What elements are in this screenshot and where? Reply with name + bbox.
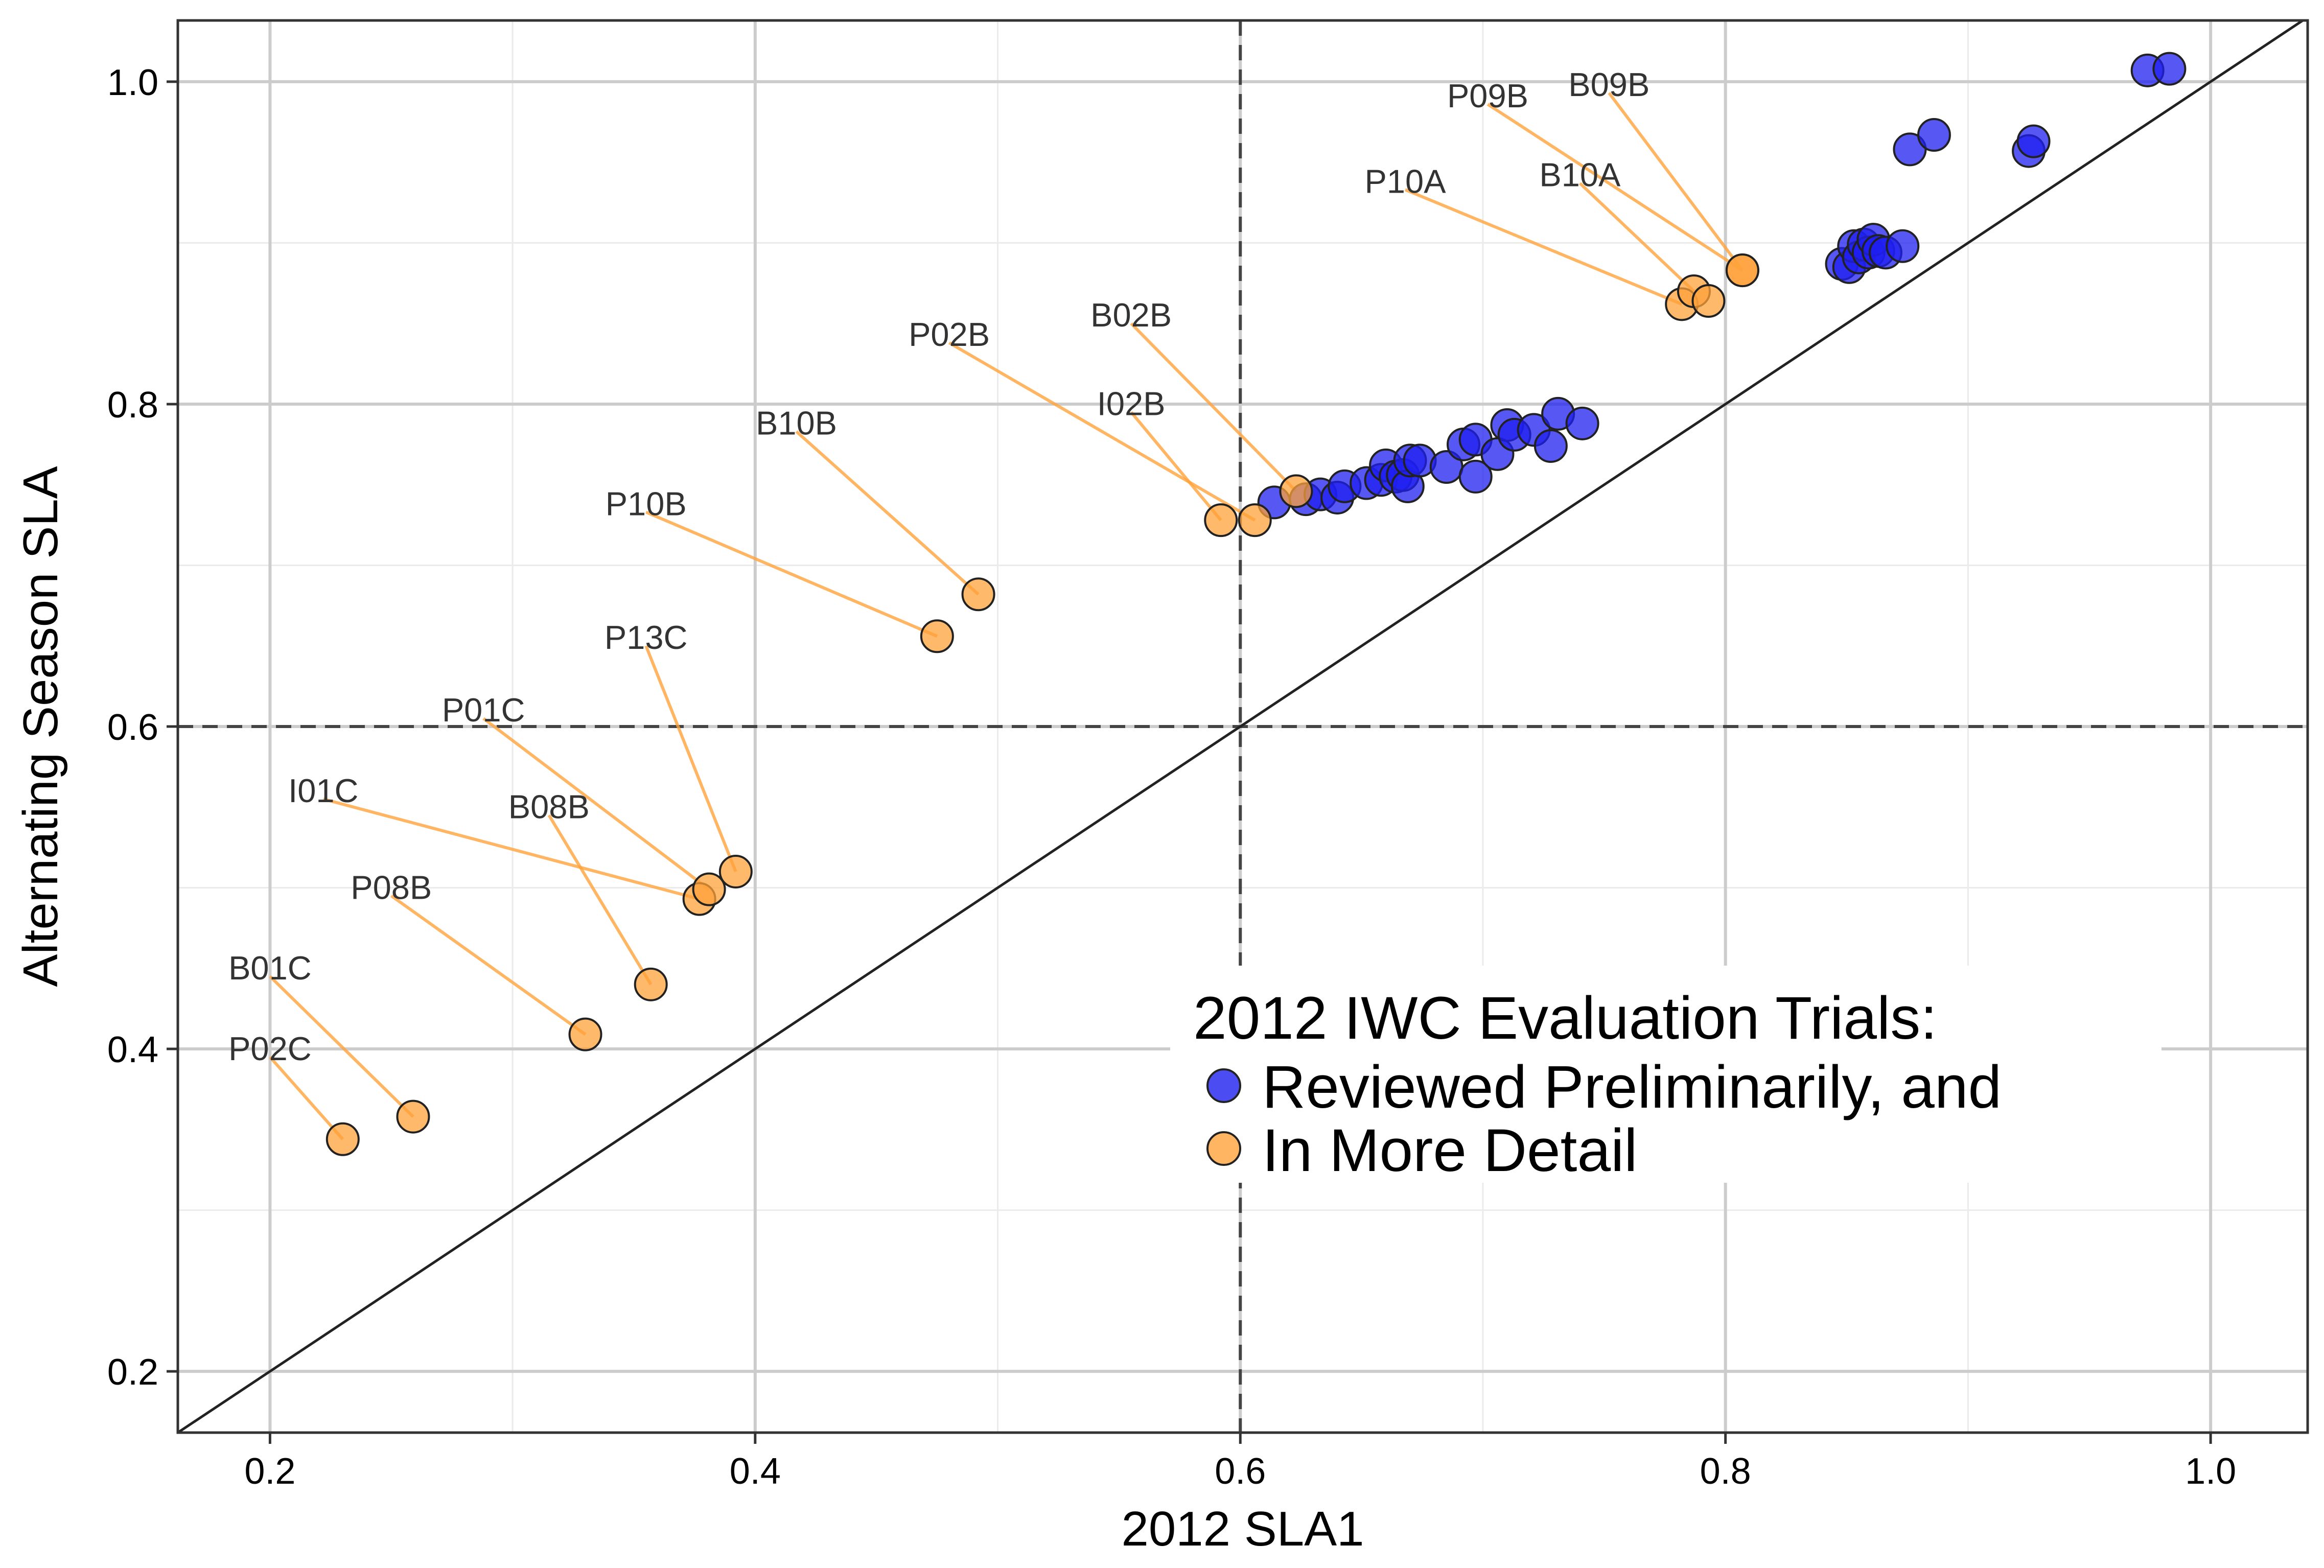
point-label: B02B xyxy=(1090,296,1172,334)
label-leader-line xyxy=(644,645,737,873)
label-leader-line xyxy=(948,341,1256,522)
y-tick-label: 0.8 xyxy=(107,385,158,426)
point-label: B09B xyxy=(1568,66,1649,103)
label-leader-line xyxy=(795,430,980,596)
point-labels: P02C B01C P08B B08B I01C P01C P13C P10B B10B I02B… xyxy=(228,66,1649,1067)
point-reviewed xyxy=(2016,124,2051,158)
point-reviewed xyxy=(1565,406,1599,440)
label-leader-line xyxy=(1486,103,1744,272)
identity-line xyxy=(178,20,2306,1433)
point-label: B01C xyxy=(228,949,312,987)
label-leader-line xyxy=(1404,188,1683,306)
y-tick-label: 1.0 xyxy=(107,62,158,103)
point-detail xyxy=(1238,503,1272,537)
point-detail xyxy=(692,872,726,906)
point-label: P02C xyxy=(228,1030,312,1067)
x-tick-label: 0.4 xyxy=(730,1451,781,1492)
x-tick-label: 0.6 xyxy=(1215,1451,1266,1492)
x-tick-label: 0.2 xyxy=(244,1451,295,1492)
y-tick-label: 0.2 xyxy=(107,1352,158,1393)
legend-background xyxy=(1170,966,2162,1183)
reference-lines xyxy=(178,20,2308,1433)
y-tick-label: 0.6 xyxy=(107,707,158,748)
x-tick-label: 1.0 xyxy=(2185,1451,2236,1492)
legend-key-reviewed xyxy=(1206,1068,1241,1103)
label-leader-line xyxy=(1130,322,1297,493)
legend-key-detail xyxy=(1206,1131,1241,1166)
x-tick-label: 0.8 xyxy=(1700,1451,1751,1492)
data-points xyxy=(326,52,2187,1156)
legend: 2012 IWC Evaluation Trials: Reviewed Pre… xyxy=(1170,966,2162,1184)
label-leader-line xyxy=(390,894,587,1036)
point-label: P13C xyxy=(605,619,688,656)
point-label: I01C xyxy=(288,772,358,809)
point-label: I02B xyxy=(1097,385,1166,423)
point-detail xyxy=(961,577,995,612)
point-detail xyxy=(634,967,668,1001)
point-detail xyxy=(568,1017,602,1051)
point-label: P01C xyxy=(442,691,525,729)
point-label: B08B xyxy=(508,788,590,826)
legend-title: 2012 IWC Evaluation Trials: xyxy=(1193,985,1937,1052)
point-label: B10A xyxy=(1539,156,1621,194)
label-leader-line xyxy=(1578,182,1695,293)
point-detail xyxy=(1725,253,1759,288)
y-tick-label: 0.4 xyxy=(107,1029,158,1070)
point-label: B10B xyxy=(756,405,837,442)
point-label: P08B xyxy=(351,869,432,906)
point-detail xyxy=(1279,474,1313,508)
legend-label-reviewed: Reviewed Preliminarily, and xyxy=(1262,1054,2002,1121)
point-reviewed xyxy=(2152,52,2187,86)
label-leader-line xyxy=(645,510,938,638)
label-leader-line xyxy=(1130,411,1222,522)
point-label: P10B xyxy=(606,485,687,522)
point-detail xyxy=(326,1122,360,1156)
point-detail xyxy=(1204,503,1238,537)
label-leader-line xyxy=(482,717,710,891)
point-label: P10A xyxy=(1365,162,1447,200)
label-leader-line xyxy=(547,814,653,986)
y-axis: 0.2 0.4 0.6 0.8 1.0 xyxy=(107,62,178,1393)
point-detail xyxy=(396,1099,430,1134)
y-axis-title: Alternating Season SLA xyxy=(13,466,68,987)
point-reviewed xyxy=(1458,459,1493,494)
legend-label-detail: In More Detail xyxy=(1262,1117,1638,1184)
point-label: P09B xyxy=(1447,77,1528,114)
label-leader-line xyxy=(1608,92,1744,271)
label-leader-line xyxy=(269,1056,344,1140)
point-reviewed xyxy=(1533,429,1568,463)
point-reviewed xyxy=(1886,229,1920,263)
label-leader-lines xyxy=(269,92,1744,1140)
label-leader-line xyxy=(269,975,414,1118)
x-axis: 0.2 0.4 0.6 0.8 1.0 xyxy=(244,1433,2236,1492)
label-leader-line xyxy=(323,798,700,901)
point-label: P02B xyxy=(909,316,990,353)
x-axis-title: 2012 SLA1 xyxy=(1121,1502,1364,1556)
point-detail xyxy=(718,854,753,888)
point-detail xyxy=(920,619,954,653)
point-detail xyxy=(1691,284,1726,318)
point-reviewed xyxy=(1917,118,1951,152)
